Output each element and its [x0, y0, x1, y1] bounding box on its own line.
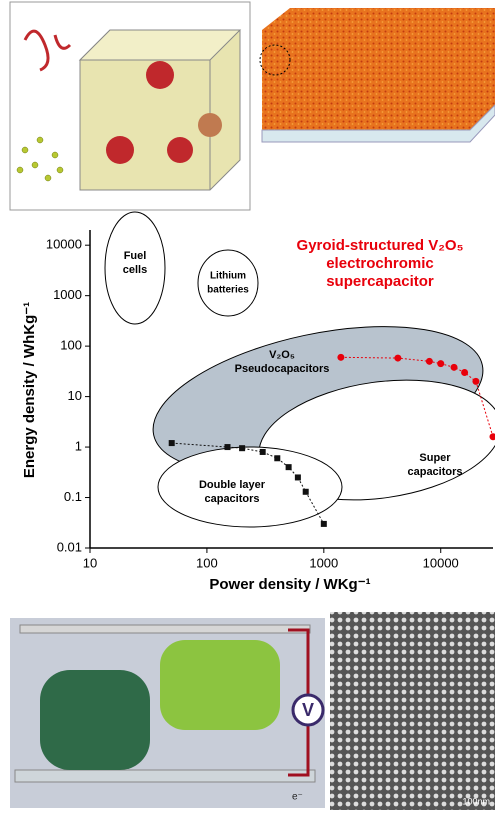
- bottom-illustration: V e⁻ 100nm: [10, 612, 495, 810]
- region-label: Double layer: [199, 479, 266, 491]
- point: [274, 455, 280, 461]
- region-label: capacitors: [407, 466, 462, 478]
- annotation: Gyroid-structured V₂O₅: [297, 237, 464, 254]
- region-label: capacitors: [204, 493, 259, 505]
- point: [394, 355, 401, 362]
- x-tick-label: 100: [196, 555, 218, 570]
- annotation: supercapacitor: [326, 273, 434, 290]
- region-label: Pseudocapacitors: [235, 363, 330, 375]
- y-tick-label: 0.1: [64, 489, 82, 504]
- x-tick-label: 1000: [309, 555, 338, 570]
- region-label: batteries: [207, 285, 249, 296]
- point: [461, 369, 468, 376]
- region-label: V₂O₅: [269, 349, 295, 361]
- point: [472, 378, 479, 385]
- point: [239, 445, 245, 451]
- x-tick-label: 10: [83, 555, 97, 570]
- region-outline: [198, 250, 258, 316]
- y-tick-label: 1: [75, 439, 82, 454]
- y-tick-label: 1000: [53, 287, 82, 302]
- region-label: Lithium: [210, 271, 246, 282]
- region-label: cells: [123, 264, 147, 276]
- meter-label: V: [302, 700, 314, 720]
- top-illustration: [10, 2, 495, 210]
- point: [321, 521, 327, 527]
- point: [169, 440, 175, 446]
- figure: V e⁻ 100nm 0.01 0.1 1 10 100 1000 10000 10 100 10…: [0, 0, 495, 810]
- point: [303, 489, 309, 495]
- point: [437, 360, 444, 367]
- x-axis-label: Power density / WKg⁻¹: [209, 576, 370, 593]
- x-tick-label: 10000: [423, 555, 459, 570]
- point: [426, 358, 433, 365]
- point: [337, 354, 344, 361]
- scale-bar-label: 100nm: [462, 796, 490, 806]
- point: [286, 464, 292, 470]
- chart: 0.01 0.1 1 10 100 1000 10000 10 100 1000 10000 Powe…: [21, 212, 495, 593]
- region-label: Fuel: [124, 250, 147, 262]
- point: [260, 449, 266, 455]
- y-tick-label: 0.01: [57, 539, 82, 554]
- region-label: Super: [419, 452, 451, 464]
- point: [224, 444, 230, 450]
- y-axis-label: Energy density / WhKg⁻¹: [21, 302, 38, 478]
- annotation: electrochromic: [326, 255, 434, 272]
- y-tick-label: 10000: [46, 237, 82, 252]
- point: [295, 474, 301, 480]
- point: [451, 364, 458, 371]
- electron-label: e⁻: [292, 792, 303, 803]
- y-tick-label: 10: [68, 388, 82, 403]
- y-tick-label: 100: [60, 338, 82, 353]
